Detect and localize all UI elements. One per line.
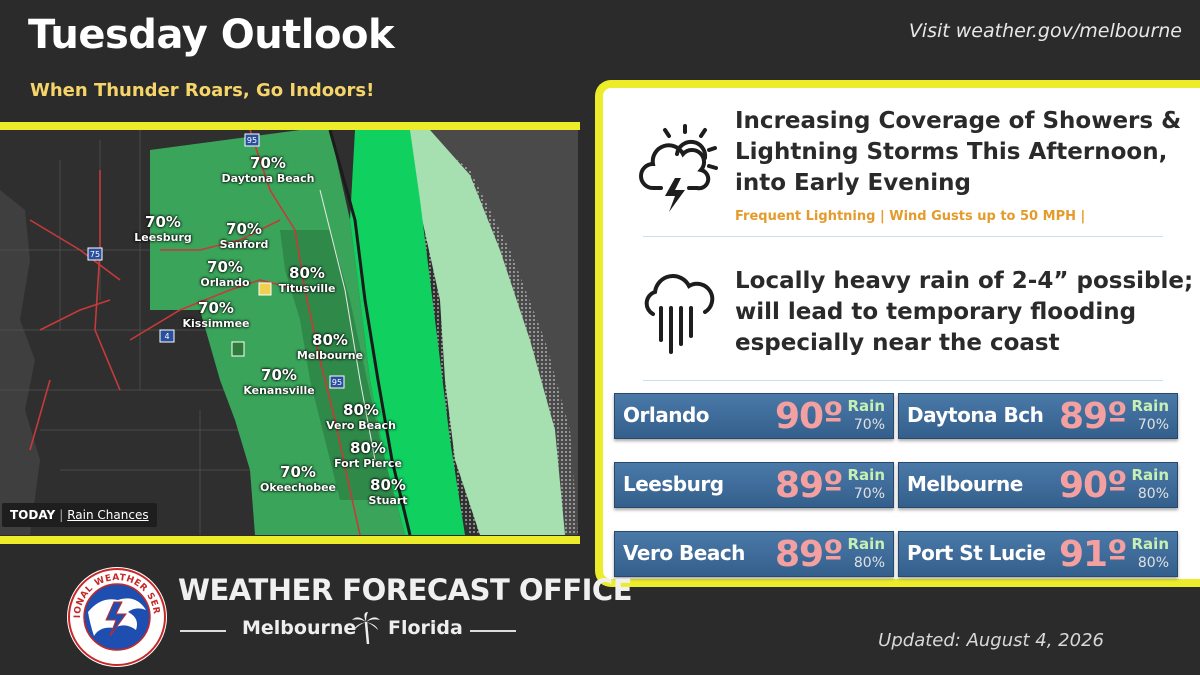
forecast-city: Daytona Bch [907,403,1044,427]
hazard-storms-line-1: Increasing Coverage of Showers & [735,108,1182,134]
map-label-orlando: 70% Orlando [200,258,250,290]
map-label-leesburg: 70% Leesburg [134,213,192,245]
rain-chance-map: 95 75 4 95 70% Daytona Beach 70% Leesburg … [0,130,578,535]
hazard-storms-line-2: Lightning Storms This Afternoon, [735,139,1168,165]
hwy-95-north: 95 [247,136,257,145]
website-link[interactable]: Visit weather.gov/melbourne [908,20,1182,42]
forecast-card-melbourne: Melbourne 90º Rain 80% [898,462,1178,508]
forecast-city: Port St Lucie [907,541,1046,565]
office-title: WEATHER FORECAST OFFICE [178,573,633,607]
page-title: Tuesday Outlook [28,12,395,58]
hazard-rain-line-2: will lead to temporary flooding [735,299,1137,325]
forecast-rain: Rain 70% [1131,397,1170,433]
forecast-temp: 89º [1059,396,1127,437]
hazard-storms-text: Increasing Coverage of Showers & Lightni… [735,106,1181,199]
updated-timestamp: Updated: August 4, 2026 [878,630,1104,651]
map-bottom-border [0,536,580,544]
forecast-rain: Rain 70% [847,466,886,502]
map-label-fort-pierce: 80% Fort Pierce [334,439,402,471]
forecast-city: Leesburg [623,472,724,496]
forecast-temp: 90º [1059,465,1127,506]
florida-map-graphic: 95 75 4 95 [0,130,578,535]
forecast-temp: 91º [1059,534,1127,575]
office-city: Melbourne [242,617,357,639]
forecast-card-daytona-bch: Daytona Bch 89º Rain 70% [898,393,1178,439]
highway-shields [87,133,345,389]
forecast-rain: Rain 80% [1131,466,1170,502]
map-label-melbourne: 80% Melbourne [296,331,364,363]
map-label-stuart: 80% Stuart [368,476,408,508]
forecast-rain: Rain 70% [847,397,886,433]
map-label-sanford: 70% Sanford [219,220,269,252]
safety-slogan: When Thunder Roars, Go Indoors! [30,80,375,101]
today-label: TODAY [10,508,56,522]
forecast-city: Melbourne [907,472,1023,496]
hazard-rain-line-1: Locally heavy rain of 2-4” possible; [735,268,1194,294]
hwy-75: 75 [90,250,100,259]
rain-chances-link[interactable]: Rain Chances [67,508,149,522]
thunderstorm-icon [639,124,719,218]
hazard-divider [643,236,1163,237]
map-label-okeechobee: 70% Okeechobee [260,463,336,495]
map-label-vero-beach: 80% Vero Beach [326,401,396,433]
forecast-rain: Rain 80% [847,535,886,571]
forecast-temp: 89º [775,465,843,506]
hwy-95-south: 95 [332,378,342,387]
map-label-kenansville: 70% Kenansville [243,366,315,398]
hazard-divider [643,380,1163,381]
hazard-rain-line-3: especially near the coast [735,330,1060,356]
forecast-card-vero-beach: Vero Beach 89º Rain 80% [614,531,894,577]
hwy-4: 4 [164,332,169,341]
hazard-storms-line-3: into Early Evening [735,170,971,196]
footer-rule-right [470,630,516,632]
map-label-daytona-beach: 70% Daytona Beach [221,154,315,186]
hazard-storms-details: Frequent Lightning | Wind Gusts up to 50… [735,209,1086,224]
palm-tree-icon [352,612,380,645]
forecast-city: Orlando [623,403,710,427]
heavy-rain-icon [643,274,715,358]
forecast-card-leesburg: Leesburg 89º Rain 70% [614,462,894,508]
nws-logo: NATIONAL WEATHER SERVICE [62,559,168,668]
hazards-panel: Increasing Coverage of Showers & Lightni… [595,80,1200,587]
forecast-card-port-st-lucie: Port St Lucie 91º Rain 80% [898,531,1178,577]
map-label-kissimmee: 70% Kissimmee [182,299,250,331]
forecast-temp: 89º [775,534,843,575]
office-state: Florida [388,617,463,639]
map-top-border [0,122,580,130]
map-legend-box: TODAY | Rain Chances [2,503,157,527]
map-label-titusville: 80% Titusville [278,264,336,296]
forecast-city: Vero Beach [623,541,745,565]
forecast-temp: 90º [775,396,843,437]
forecast-card-orlando: Orlando 90º Rain 70% [614,393,894,439]
forecast-rain: Rain 80% [1131,535,1170,571]
hazard-rain-text: Locally heavy rain of 2-4” possible; wil… [735,266,1193,359]
footer-rule-left [180,630,226,632]
